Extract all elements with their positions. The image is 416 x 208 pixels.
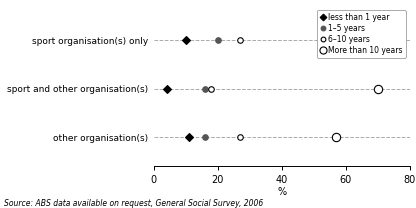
X-axis label: %: %: [277, 187, 286, 197]
Legend: less than 1 year, 1–5 years, 6–10 years, More than 10 years: less than 1 year, 1–5 years, 6–10 years,…: [317, 10, 406, 58]
Text: Source: ABS data available on request, General Social Survey, 2006: Source: ABS data available on request, G…: [4, 199, 263, 208]
